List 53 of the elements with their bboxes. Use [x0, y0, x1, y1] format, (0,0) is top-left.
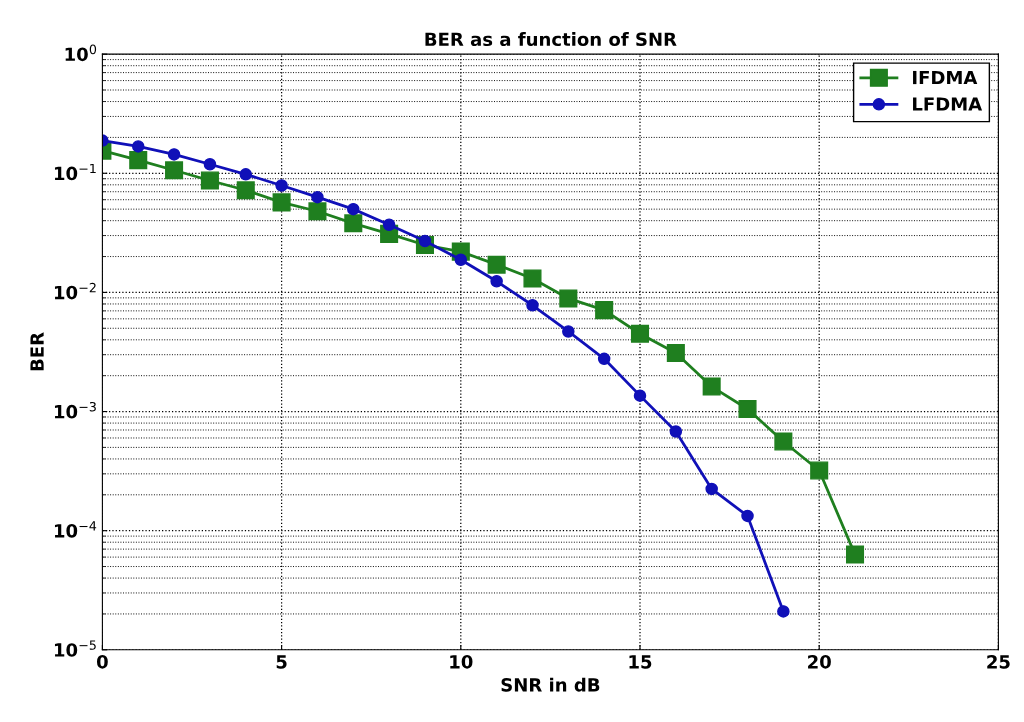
x-tick-label: 0: [96, 654, 108, 669]
point: [846, 545, 865, 564]
point: [810, 461, 829, 480]
point: [702, 377, 721, 396]
point: [559, 289, 578, 308]
legend-label: LFDMA: [913, 97, 983, 111]
point: [633, 389, 647, 402]
point: [738, 399, 757, 419]
y-tick-label: 10$^{−2}$: [54, 282, 96, 300]
point: [777, 605, 790, 618]
point: [239, 168, 253, 181]
point: [669, 425, 683, 438]
point: [774, 432, 793, 451]
point: [308, 202, 327, 221]
point: [382, 218, 396, 231]
x-tick-label: 10: [450, 654, 473, 669]
point: [487, 255, 506, 274]
y-axis-title: BER: [30, 332, 44, 371]
x-tick-label: 20: [808, 654, 831, 669]
point: [167, 148, 181, 161]
point: [741, 509, 754, 523]
legend-label: IFDMA: [913, 70, 978, 85]
point: [236, 181, 255, 200]
point: [129, 151, 148, 170]
x-tick-label: 25: [987, 654, 1010, 669]
point: [165, 161, 184, 180]
x-axis-title: SNR in dB: [501, 677, 600, 692]
point: [666, 343, 685, 363]
point: [311, 190, 324, 204]
point: [272, 193, 291, 212]
point: [200, 171, 219, 190]
point: [562, 325, 575, 338]
x-tick-label: 15: [629, 655, 652, 669]
point: [131, 140, 145, 153]
point: [347, 202, 360, 216]
point: [630, 324, 650, 343]
chart-title: BER as a function of SNR: [425, 32, 677, 47]
y-tick-label: 10$^{−4}$: [54, 521, 97, 538]
y-tick-label: 10$^{−3}$: [54, 401, 96, 419]
point: [597, 352, 611, 366]
x-tick-label: 5: [276, 655, 287, 669]
y-tick-label: 10$^{−1}$: [54, 163, 96, 181]
point: [454, 253, 468, 267]
point: [526, 299, 539, 312]
y-tick-label: 10$^{0}$: [65, 44, 97, 62]
point: [705, 482, 718, 496]
point: [275, 179, 288, 192]
point: [523, 269, 542, 288]
point: [344, 214, 363, 233]
point: [595, 301, 614, 320]
y-tick-label: 10$^{−5}$: [54, 640, 96, 657]
point: [203, 158, 217, 171]
point: [490, 275, 503, 288]
